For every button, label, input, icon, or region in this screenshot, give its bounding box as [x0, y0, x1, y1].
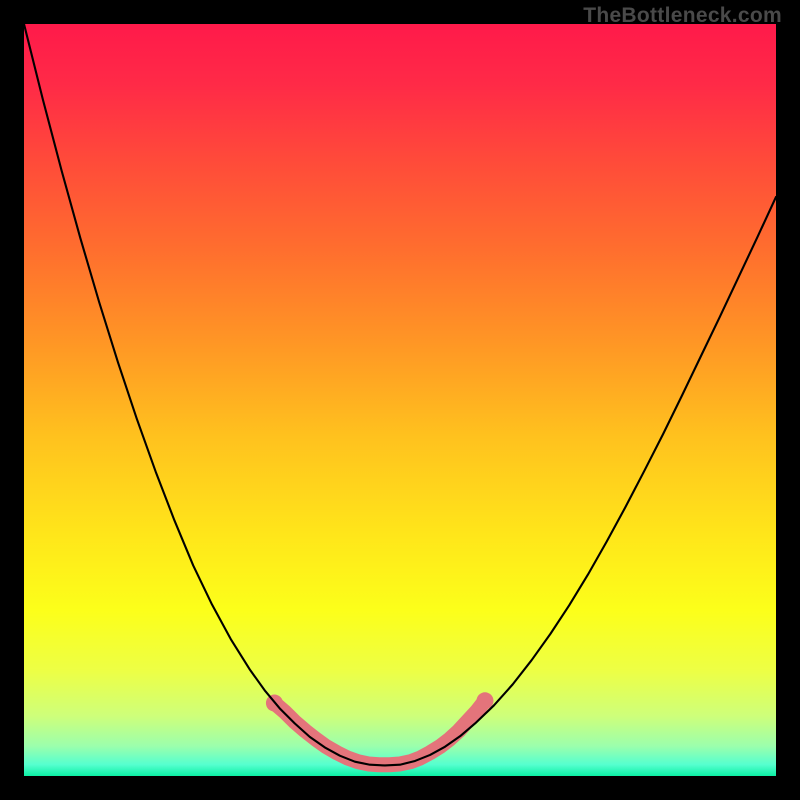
chart-svg: [24, 24, 776, 776]
chart-area: [24, 24, 776, 776]
gradient-background: [24, 24, 776, 776]
watermark-text: TheBottleneck.com: [583, 4, 782, 28]
